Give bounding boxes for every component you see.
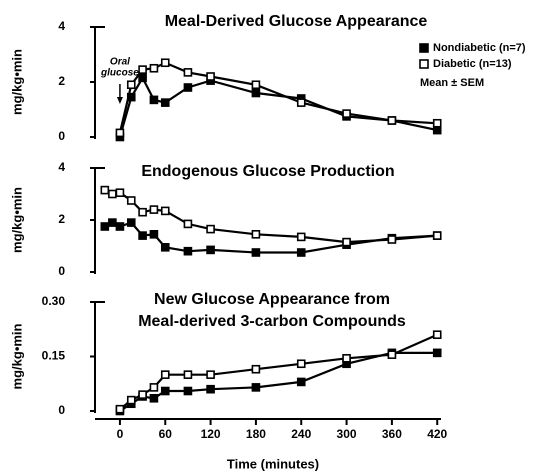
annotation-arrowhead [116, 97, 123, 104]
data-point [115, 404, 125, 414]
data-point [160, 370, 170, 379]
y-tick-label: 0 [58, 129, 65, 143]
data-point [160, 206, 170, 216]
data-point [160, 386, 170, 396]
y-tick-label: 0 [58, 264, 65, 278]
data-point [115, 188, 125, 197]
data-point [342, 354, 351, 363]
legend-marker [419, 59, 429, 69]
data-point [251, 383, 261, 392]
data-point [432, 118, 442, 128]
data-point [160, 58, 170, 68]
y-tick-label: 2 [58, 74, 65, 88]
y-tick-label: 0.30 [42, 294, 66, 308]
data-point [342, 109, 351, 118]
chart-title: New Glucose Appearance from [154, 291, 390, 308]
data-point [296, 359, 306, 369]
data-point [149, 230, 159, 239]
data-point [183, 219, 193, 229]
series-line [119, 351, 438, 412]
y-tick-label: 4 [58, 160, 65, 174]
data-point [138, 65, 147, 74]
y-tick-label: 0 [58, 403, 65, 417]
y-axis-label: mg/kg•min [9, 49, 24, 115]
data-point [138, 73, 147, 83]
legend-marker [419, 43, 429, 53]
data-point [138, 207, 147, 217]
data-point [126, 395, 136, 405]
data-point [126, 92, 136, 102]
data-point [138, 390, 147, 399]
x-tick-label: 180 [246, 427, 266, 441]
data-point [126, 80, 136, 90]
chart-title: Meal-Derived Glucose Appearance [165, 13, 428, 30]
chart-title: Meal-derived 3-carbon Compounds [138, 313, 406, 330]
data-point [183, 246, 193, 256]
data-point [126, 218, 136, 227]
data-point [115, 222, 125, 231]
data-point [183, 386, 193, 396]
data-point [432, 348, 442, 358]
data-point [251, 364, 261, 374]
data-point [432, 231, 442, 240]
data-point [251, 230, 261, 239]
annotation: glucose [100, 68, 139, 79]
data-point [251, 248, 261, 257]
data-point [108, 218, 117, 227]
data-point [206, 384, 215, 394]
y-tick-label: 0.15 [42, 349, 66, 363]
data-point [251, 88, 261, 98]
y-axis-label: mg/kg•min [9, 187, 24, 253]
data-point [183, 68, 193, 77]
data-point [160, 98, 170, 107]
data-point [126, 196, 136, 205]
data-point [296, 377, 306, 387]
data-point [296, 248, 306, 257]
data-point [183, 83, 193, 92]
legend-label: Diabetic (n=13) [433, 58, 512, 70]
data-point [149, 95, 159, 105]
data-point [296, 232, 306, 242]
data-point [387, 235, 397, 244]
data-point [342, 237, 351, 247]
data-point [432, 125, 442, 135]
x-tick-label: 120 [201, 427, 221, 441]
data-point [149, 383, 159, 392]
data-point [206, 224, 215, 234]
data-point [160, 243, 170, 252]
data-point [100, 185, 110, 195]
x-tick-label: 360 [382, 427, 402, 441]
data-point [100, 222, 110, 231]
data-point [149, 63, 159, 73]
series-line [118, 75, 438, 138]
legend-label: Nondiabetic (n=7) [433, 42, 526, 54]
chart-title: Endogenous Glucose Production [141, 163, 394, 180]
y-tick-label: 2 [58, 212, 65, 226]
x-tick-label: 0 [117, 427, 124, 441]
data-point [108, 189, 117, 199]
data-point [138, 231, 147, 240]
data-point [432, 330, 442, 340]
x-tick-label: 60 [159, 427, 173, 441]
y-axis-label: mg/kg•min [9, 323, 24, 389]
data-point [206, 245, 215, 255]
x-tick-label: 240 [291, 427, 311, 441]
x-tick-label: 300 [337, 427, 357, 441]
data-point [149, 393, 159, 403]
data-point [183, 370, 193, 379]
data-point [115, 128, 125, 138]
data-point [206, 72, 215, 81]
data-point [251, 80, 261, 90]
data-point [206, 370, 215, 379]
legend-note: Mean ± SEM [420, 77, 484, 89]
data-point [387, 350, 397, 359]
data-point [296, 98, 306, 107]
x-tick-label: 420 [427, 427, 447, 441]
annotation: Oral [110, 57, 130, 68]
y-tick-label: 4 [58, 19, 65, 33]
data-point [387, 116, 397, 125]
x-axis-label: Time (minutes) [227, 456, 319, 471]
data-point [149, 205, 159, 214]
